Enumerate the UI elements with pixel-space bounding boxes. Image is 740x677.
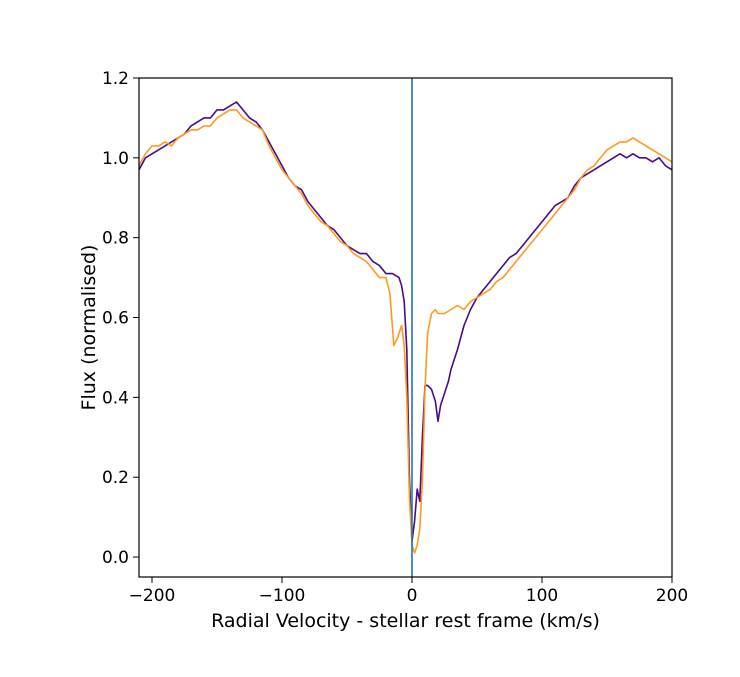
x-axis-label: Radial Velocity - stellar rest frame (km… [211,610,600,632]
y-tick-label: 0.4 [102,388,129,408]
x-tick-label: 100 [526,586,558,606]
y-axis-label: Flux (normalised) [78,245,100,411]
x-tick-label: 200 [656,586,688,606]
x-axis: −200 −100 0 100 200 [129,577,688,606]
x-tick-label: −100 [259,586,306,606]
y-axis: 0.0 0.2 0.4 0.6 0.8 1.0 1.2 [102,69,139,568]
y-tick-label: 1.2 [102,69,129,89]
plot-lines [138,78,673,577]
plot-frame [138,77,673,578]
series-line-2 [138,109,673,554]
x-tick-label: −200 [129,586,176,606]
y-tick-label: 0.0 [102,548,129,568]
y-tick-label: 1.0 [102,149,129,169]
y-tick-label: 0.2 [102,468,129,488]
x-tick-label: 0 [407,586,418,606]
series-line-1 [138,101,673,542]
y-tick-label: 0.6 [102,309,129,329]
y-tick-label: 0.8 [102,229,129,249]
